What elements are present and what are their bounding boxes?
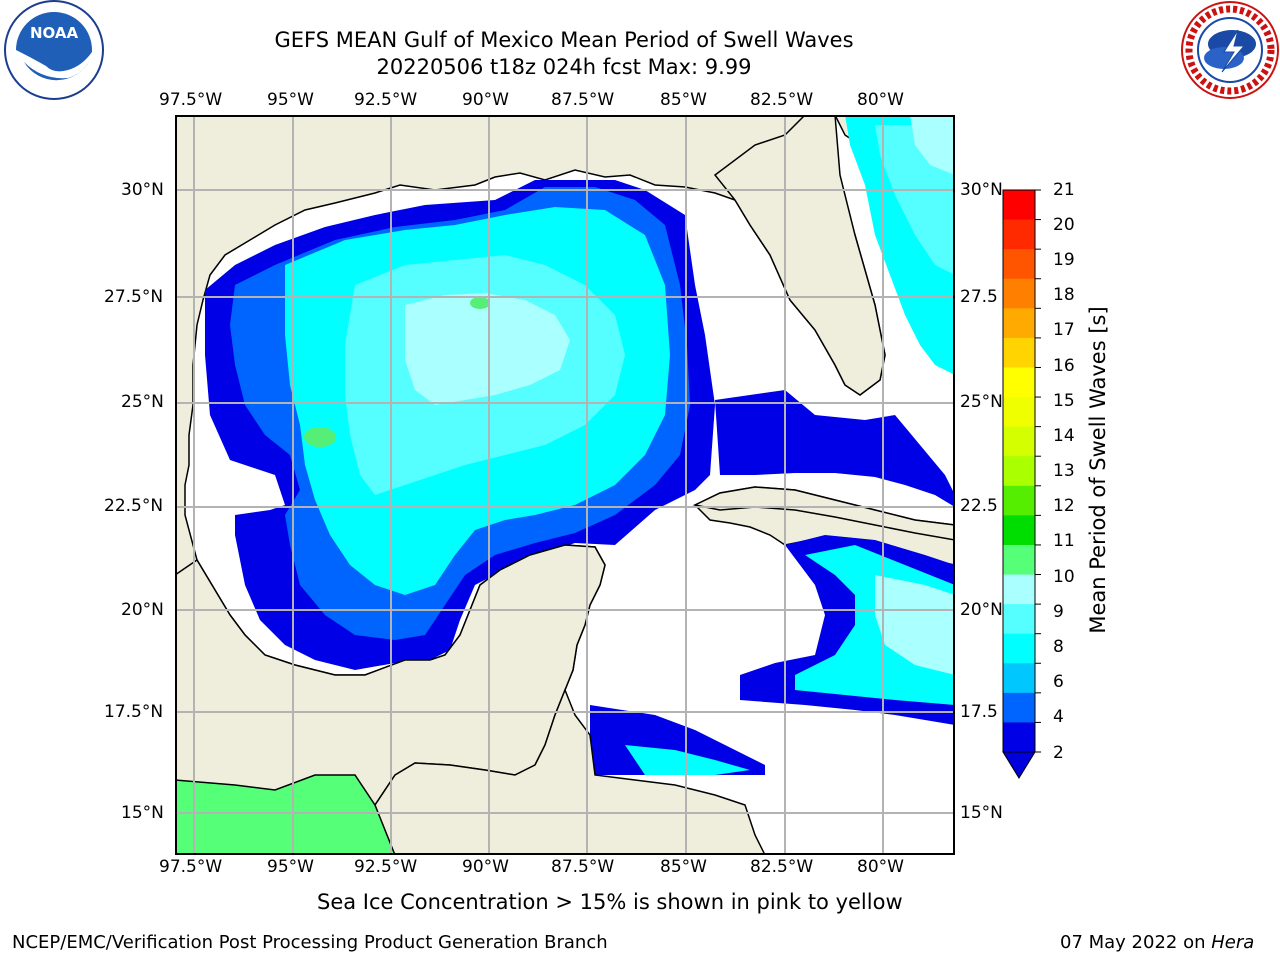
lon-label-top: 82.5°W xyxy=(750,90,814,110)
lat-label-left: 15°N xyxy=(121,803,164,823)
colorbar-tick: 6 xyxy=(1053,672,1064,692)
colorbar-tick: 12 xyxy=(1053,496,1075,516)
colorbar-segment xyxy=(1003,337,1035,368)
lon-label-top: 85°W xyxy=(660,90,707,110)
noaa-logo-text: NOAA xyxy=(30,24,79,42)
colorbar-tick: 21 xyxy=(1053,180,1075,200)
lat-label-left: 22.5°N xyxy=(104,496,164,516)
colorbar-segment xyxy=(1003,663,1035,694)
sea-ice-caption: Sea Ice Concentration > 15% is shown in … xyxy=(317,890,903,914)
colorbar-segment xyxy=(1003,219,1035,250)
colorbar xyxy=(1002,189,1041,779)
lon-label-bottom: 82.5°W xyxy=(750,857,814,877)
colorbar-tick: 19 xyxy=(1053,250,1075,270)
colorbar-segment xyxy=(1003,604,1035,635)
colorbar-segment xyxy=(1003,485,1035,516)
colorbar-tick: 10 xyxy=(1053,567,1075,587)
colorbar-segment xyxy=(1003,397,1035,428)
lon-label-top: 95°W xyxy=(267,90,314,110)
swell-field-layer xyxy=(175,115,955,855)
colorbar-tick: 4 xyxy=(1053,707,1064,727)
lat-label-right: 20°N xyxy=(960,600,1003,620)
lat-label-left: 25°N xyxy=(121,392,164,412)
lon-label-top: 97.5°W xyxy=(159,90,223,110)
map-subtitle: 20220506 t18z 024h fcst Max: 9.99 xyxy=(376,55,752,79)
lat-label-left: 27.5°N xyxy=(104,287,164,307)
swell-caribbean-south-cyan xyxy=(625,745,750,775)
swell-atlantic-pale xyxy=(910,115,955,175)
graticule xyxy=(175,115,955,855)
colorbar-segment xyxy=(1003,515,1035,546)
land-cuba-top xyxy=(692,486,955,541)
footer-right: 07 May 2022 on Hera xyxy=(1060,932,1254,953)
colorbar-segment xyxy=(1003,426,1035,457)
swell-8-9 xyxy=(405,293,570,405)
footer-left: NCEP/EMC/Verification Post Processing Pr… xyxy=(12,932,608,953)
lon-label-bottom: 80°W xyxy=(857,857,904,877)
lon-label-bottom: 90°W xyxy=(462,857,509,877)
swell-9-10-spot xyxy=(470,297,490,309)
colorbar-segment xyxy=(1003,544,1035,576)
lon-label-top: 92.5°W xyxy=(354,90,418,110)
lon-label-top: 90°W xyxy=(462,90,509,110)
colorbar-tick: 11 xyxy=(1053,531,1075,551)
colorbar-tick: 13 xyxy=(1053,461,1075,481)
colorbar-segment xyxy=(1003,456,1035,487)
colorbar-tick: 9 xyxy=(1053,602,1064,622)
colorbar-segment xyxy=(1003,722,1035,753)
colorbar-tick: 18 xyxy=(1053,285,1075,305)
lat-label-left: 20°N xyxy=(121,600,164,620)
lat-label-right: 15°N xyxy=(960,803,1003,823)
swell-9-10-spot xyxy=(304,427,336,447)
lon-label-top: 87.5°W xyxy=(551,90,615,110)
lon-label-top: 80°W xyxy=(857,90,904,110)
colorbar-segment xyxy=(1003,692,1035,723)
lon-label-bottom: 95°W xyxy=(267,857,314,877)
nws-logo xyxy=(1181,1,1279,99)
lon-label-bottom: 92.5°W xyxy=(354,857,418,877)
footer-host: Hera xyxy=(1211,932,1255,953)
land-florida xyxy=(713,115,886,396)
colorbar-tick: 15 xyxy=(1053,391,1075,411)
lat-label-right: 27.5 xyxy=(960,287,998,307)
lat-label-left: 30°N xyxy=(121,180,164,200)
colorbar-tick: 8 xyxy=(1053,637,1064,657)
colorbar-segment xyxy=(1003,633,1035,664)
lat-label-left: 17.5°N xyxy=(104,702,164,722)
colorbar-segment xyxy=(1003,278,1035,309)
lon-label-bottom: 85°W xyxy=(660,857,707,877)
colorbar-extend-arrow xyxy=(1002,751,1036,779)
swell-caribbean-light xyxy=(875,575,955,675)
swell-2-4-east xyxy=(715,390,955,507)
swell-pacific-9-10 xyxy=(175,775,395,855)
map-title: GEFS MEAN Gulf of Mexico Mean Period of … xyxy=(274,28,854,52)
colorbar-tick: 20 xyxy=(1053,215,1075,235)
colorbar-segment xyxy=(1003,190,1035,221)
colorbar-frame xyxy=(1002,189,1036,753)
lon-label-bottom: 97.5°W xyxy=(159,857,223,877)
colorbar-segment xyxy=(1003,249,1035,280)
lat-label-right: 30°N xyxy=(960,180,1003,200)
colorbar-segment xyxy=(1003,574,1035,605)
colorbar-tick: 16 xyxy=(1053,356,1075,376)
colorbar-segment xyxy=(1003,367,1035,398)
lon-label-bottom: 87.5°W xyxy=(551,857,615,877)
colorbar-tick: 2 xyxy=(1053,743,1064,763)
lat-label-right: 17.5 xyxy=(960,702,998,722)
lat-label-right: 25°N xyxy=(960,392,1003,412)
map-frame xyxy=(175,115,955,855)
footer-date: 07 May 2022 on xyxy=(1060,932,1206,953)
colorbar-tick: 17 xyxy=(1053,320,1075,340)
colorbar-tick: 14 xyxy=(1053,426,1075,446)
map-panel xyxy=(175,115,955,855)
lat-label-right: 22.5 xyxy=(960,496,998,516)
colorbar-label: Mean Period of Swell Waves [s] xyxy=(1086,306,1110,634)
colorbar-segment xyxy=(1003,308,1035,339)
noaa-logo: NOAA xyxy=(4,0,104,100)
